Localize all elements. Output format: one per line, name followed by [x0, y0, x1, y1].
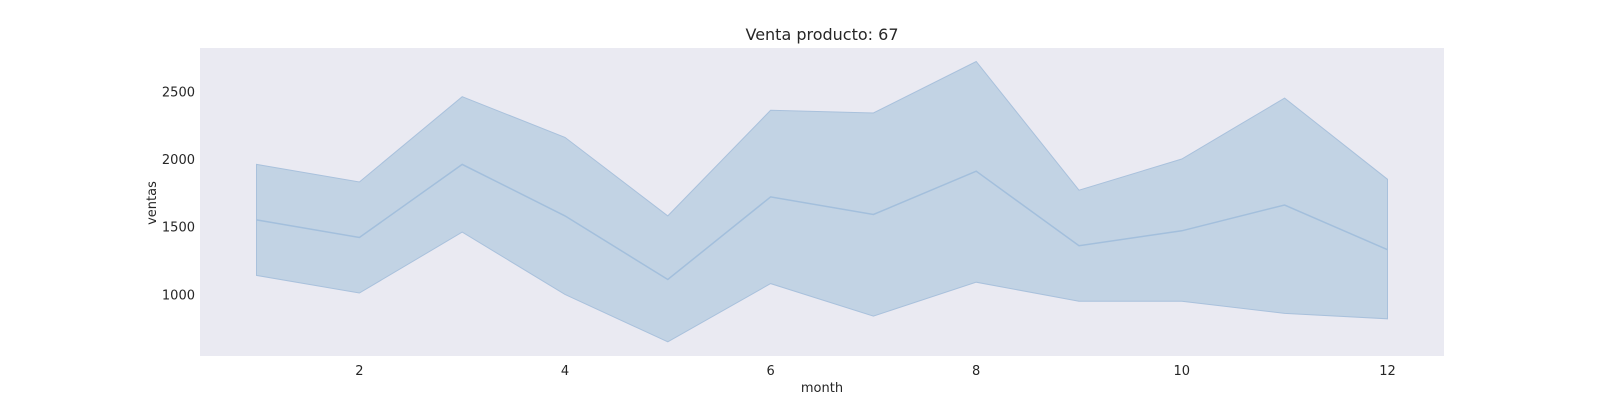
x-tick-label: 12 [1379, 364, 1396, 379]
y-tick-labels: 1000 1500 2000 2500 [162, 85, 195, 303]
y-tick-label: 1500 [162, 221, 195, 236]
confidence-band [256, 60, 1388, 343]
y-tick-label: 2500 [162, 85, 195, 100]
y-tick-label: 1000 [162, 288, 195, 303]
y-tick-label: 2000 [162, 153, 195, 168]
y-axis-label: ventas [145, 181, 160, 225]
x-tick-labels: 2 4 6 8 10 12 [355, 364, 1396, 379]
x-tick-label: 10 [1174, 364, 1191, 379]
x-tick-label: 8 [972, 364, 980, 379]
chart-title: Venta producto: 67 [745, 25, 898, 44]
x-axis-label: month [801, 381, 843, 396]
series-line [256, 163, 1388, 281]
x-tick-label: 6 [766, 364, 774, 379]
x-tick-label: 2 [355, 364, 363, 379]
x-tick-label: 4 [561, 364, 569, 379]
